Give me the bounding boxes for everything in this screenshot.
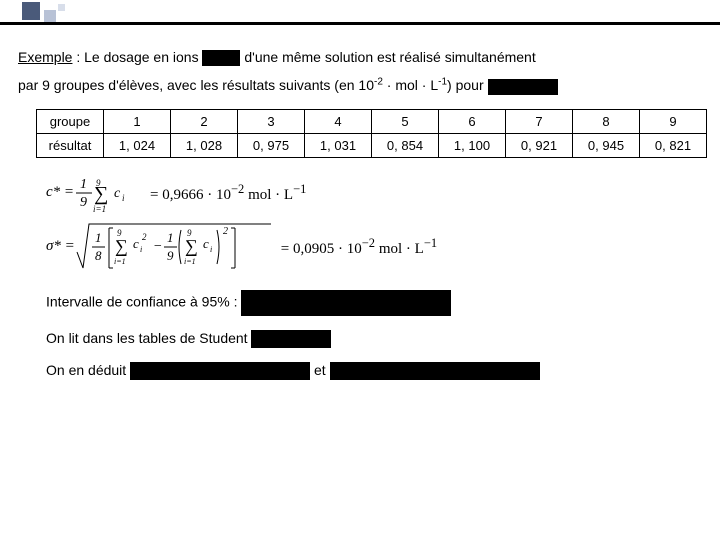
svg-text:∑: ∑ [94,183,108,205]
svg-text:c: c [114,186,121,201]
sigma-lhs: σ* = [46,238,75,255]
table-cell: 1 [104,109,171,133]
line2-after: ) pour [447,77,487,93]
table-cell: 6 [439,109,506,133]
sigma-result: = 0,0905 · 10−2 mol · L−1 [281,236,437,258]
unit-exp2: -1 [438,77,447,88]
formula-mean: c* = 1 9 9 ∑ i=1 c i = 0,9666 · 10−2 mol… [46,172,708,214]
svg-text:i=1: i=1 [184,257,196,266]
formula-block: c* = 1 9 9 ∑ i=1 c i = 0,9666 · 10−2 mol… [46,172,708,276]
table-cell: 1, 028 [171,133,238,157]
redaction-ions [202,50,240,66]
svg-text:c: c [133,236,139,251]
svg-text:i: i [140,245,142,254]
svg-text:∑: ∑ [185,236,198,256]
sigma-root-icon: 1 8 9 ∑ i=1 c i 2 − 1 9 9 ∑ [75,218,275,276]
table-cell: 8 [573,109,640,133]
unit-exp1: -2 [374,77,383,88]
table-cell: 0, 921 [506,133,573,157]
svg-text:1: 1 [80,177,87,192]
ci-label: Intervalle de confiance à 95% : [46,293,241,309]
table-cell: 0, 975 [238,133,305,157]
student-label: On lit dans les tables de Student [46,330,251,346]
svg-text:i=1: i=1 [93,204,106,214]
intro-before: : Le dosage en ions [72,49,202,65]
svg-text:1: 1 [95,230,102,245]
mean-result: = 0,9666 · 10−2 mol · L−1 [150,182,306,204]
table-cell: 5 [372,109,439,133]
table-row: groupe 1 2 3 4 5 6 7 8 9 [37,109,707,133]
intro-line-1: Exemple : Le dosage en ions d'une même s… [18,46,708,68]
page-content: Exemple : Le dosage en ions d'une même s… [18,40,708,380]
student-line: On lit dans les tables de Student [46,330,708,348]
svg-text:9: 9 [80,195,87,210]
svg-text:8: 8 [95,248,102,263]
results-table: groupe 1 2 3 4 5 6 7 8 9 résultat 1, 024… [36,109,707,158]
table-cell: 1, 024 [104,133,171,157]
ci-line: Intervalle de confiance à 95% : [46,290,708,316]
formula-sigma: σ* = 1 8 9 ∑ i=1 c i 2 − 1 [46,218,708,276]
svg-text:∑: ∑ [115,236,128,256]
svg-text:c: c [203,236,209,251]
table-cell: 0, 945 [573,133,640,157]
svg-text:i: i [122,193,125,203]
svg-text:2: 2 [142,232,147,242]
unit-mid: · mol · L [383,77,438,93]
top-rule [0,22,720,25]
deduce-line: On en déduit et [46,362,708,380]
redaction-student [251,330,331,348]
table-cell: 3 [238,109,305,133]
intro-after: d'une même solution est réalisé simultan… [240,49,535,65]
table-cell: 1, 100 [439,133,506,157]
table-cell: 9 [640,109,707,133]
table-cell: 1, 031 [305,133,372,157]
redaction-deduce-2 [330,362,540,380]
table-header-label: groupe [37,109,104,133]
redaction-pour [488,79,558,95]
table-cell: 0, 854 [372,133,439,157]
table-cell: 4 [305,109,372,133]
svg-text:1: 1 [167,230,174,245]
deduce-label: On en déduit [46,362,130,378]
et-label: et [310,362,329,378]
redaction-deduce-1 [130,362,310,380]
table-row: résultat 1, 024 1, 028 0, 975 1, 031 0, … [37,133,707,157]
example-label: Exemple [18,49,72,65]
svg-text:i: i [210,245,212,254]
line2-before: par 9 groupes d'élèves, avec les résulta… [18,77,358,93]
unit-prefix: 10 [358,77,374,93]
intro-line-2: par 9 groupes d'élèves, avec les résulta… [18,74,708,96]
redaction-ci [241,290,451,316]
table-cell: 7 [506,109,573,133]
svg-text:9: 9 [167,248,174,263]
svg-text:i=1: i=1 [114,257,126,266]
table-cell: 2 [171,109,238,133]
table-header-label: résultat [37,133,104,157]
table-cell: 0, 821 [640,133,707,157]
svg-text:−: − [153,239,162,254]
sigma-fraction-icon: 1 9 9 ∑ i=1 c i [74,172,144,214]
svg-text:2: 2 [223,226,228,237]
mean-lhs: c* = [46,184,74,201]
